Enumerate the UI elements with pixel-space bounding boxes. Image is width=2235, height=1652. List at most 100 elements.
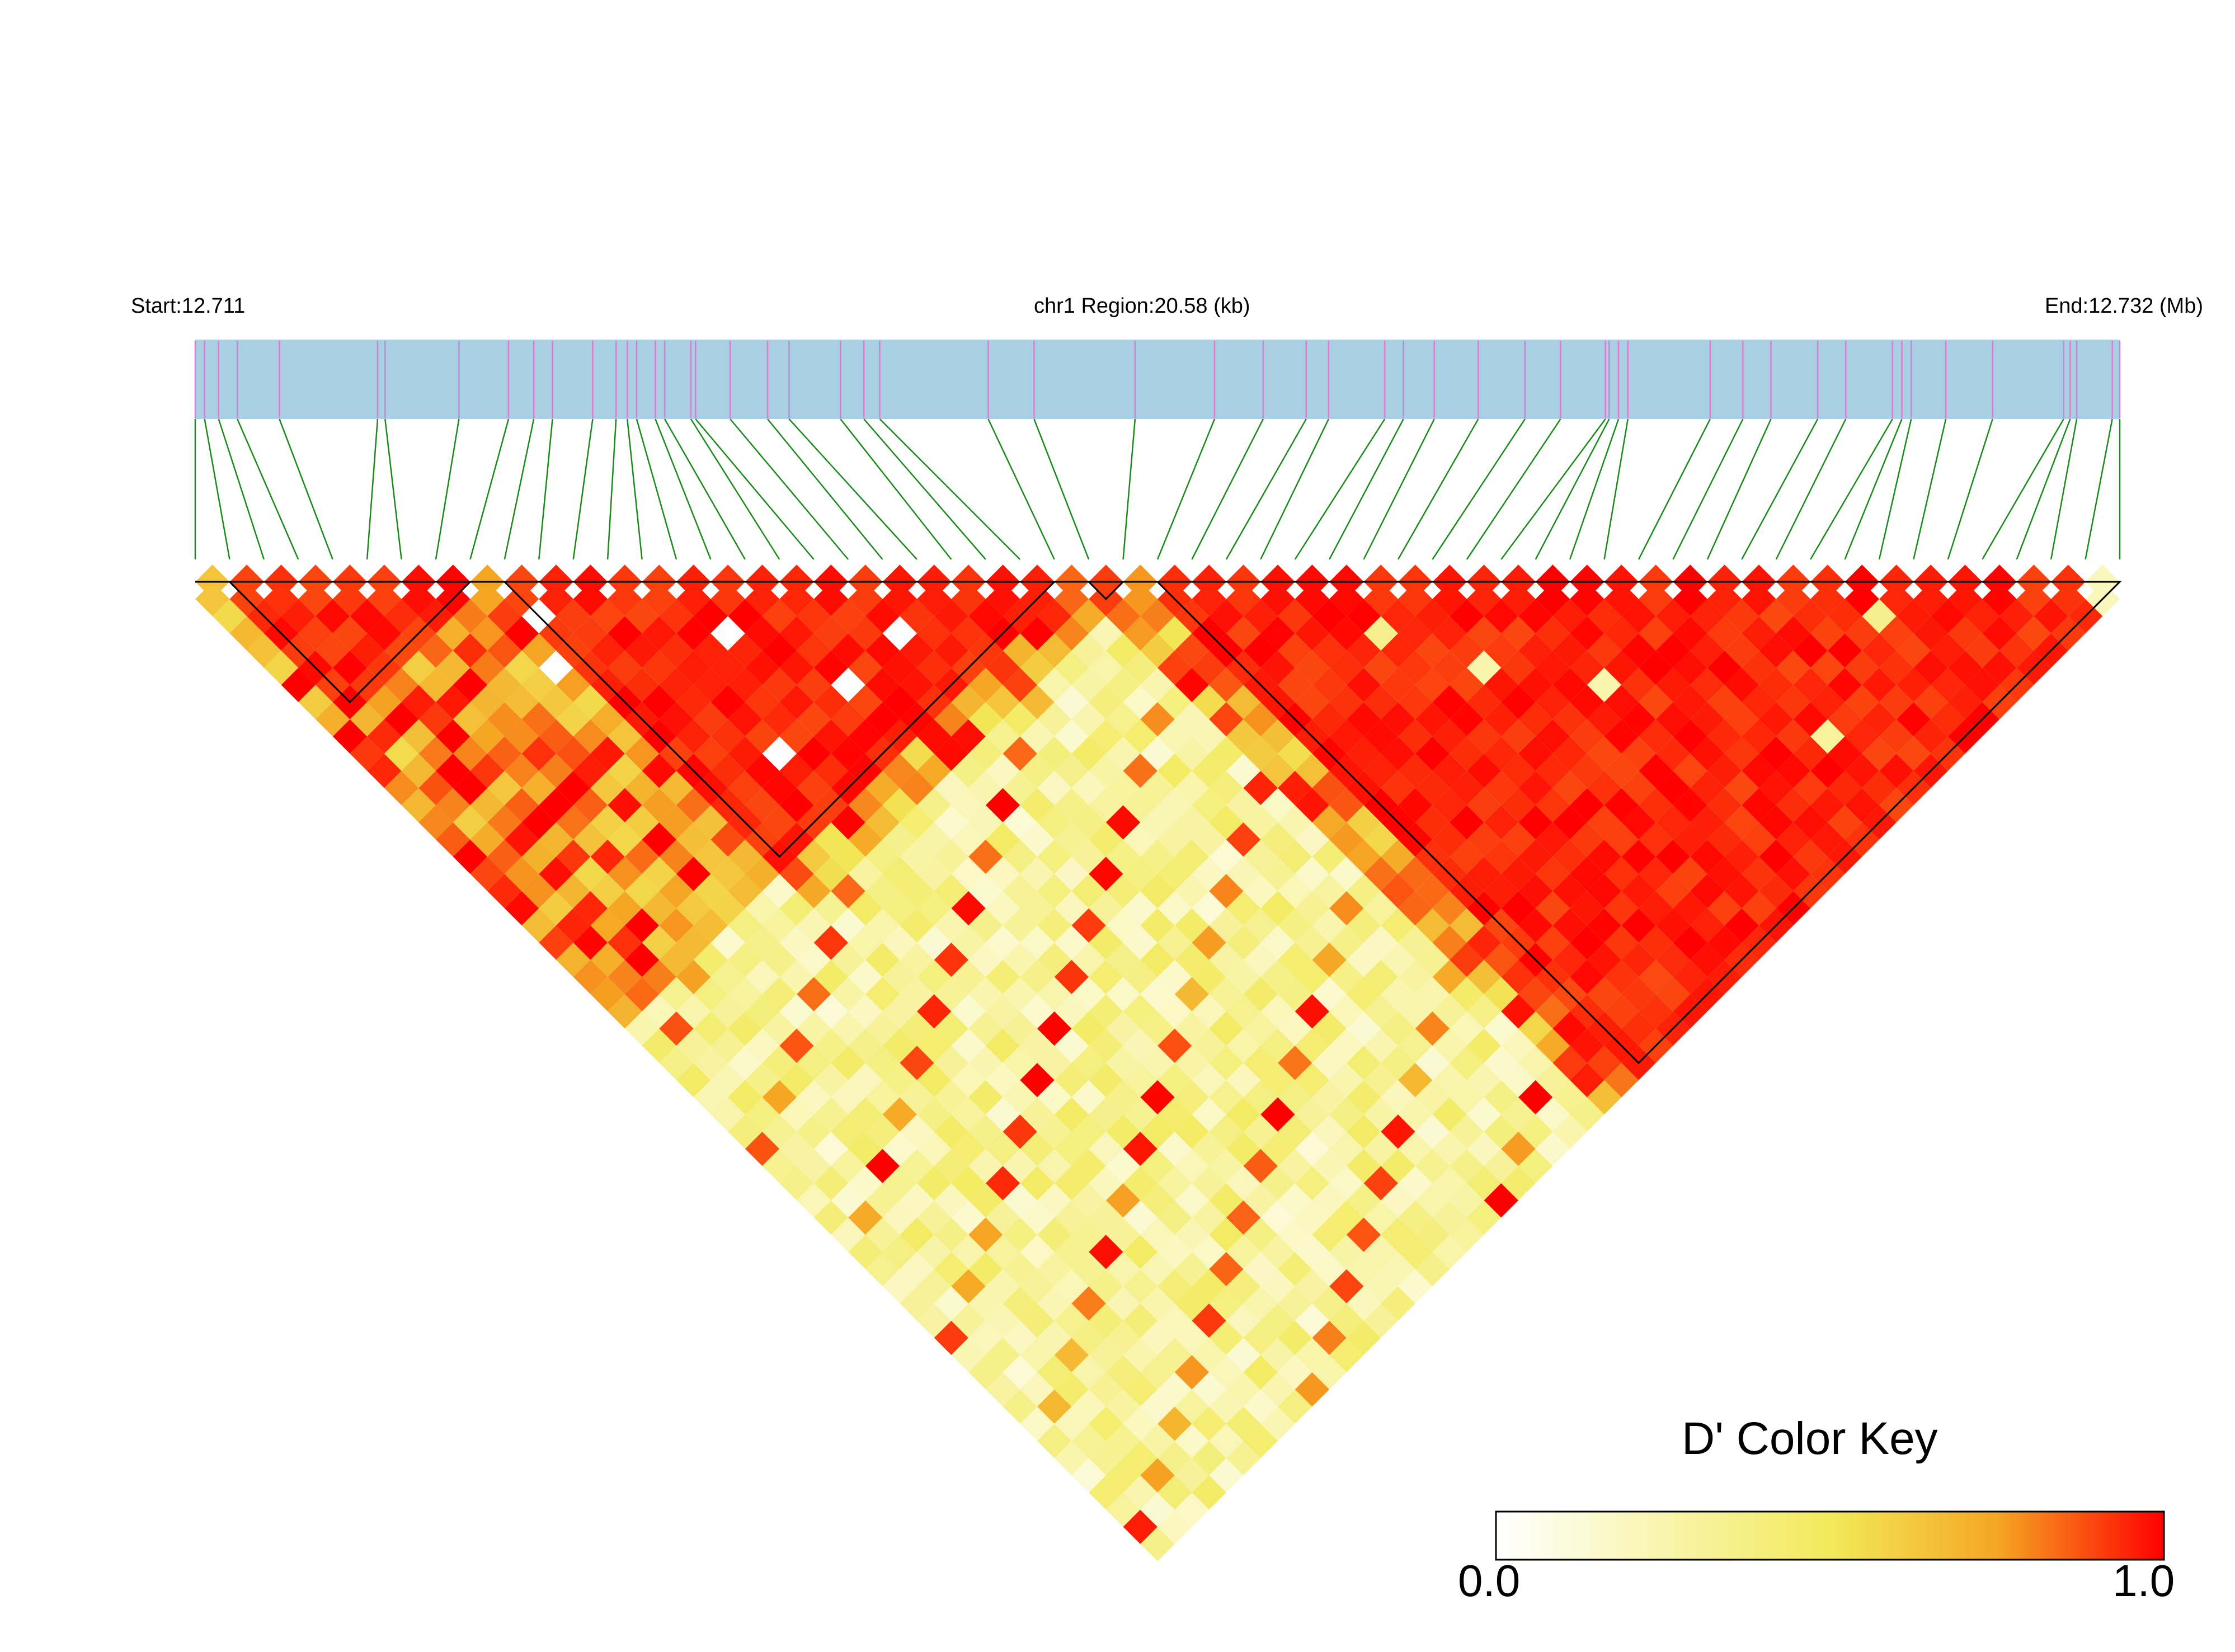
ld-cell: [1158, 1028, 1192, 1063]
ld-cell: [1226, 822, 1261, 857]
ld-cell: [813, 1166, 849, 1201]
ld-cell: [1278, 1389, 1312, 1424]
ld-cell: [848, 1131, 883, 1166]
ld-cell: [848, 1200, 883, 1235]
ld-cell: [573, 719, 608, 754]
snp-connector: [655, 418, 712, 560]
ld-cell: [968, 1217, 1003, 1252]
ld-cell: [1466, 719, 1502, 754]
ld-cell: [693, 667, 728, 702]
ld-cell: [1398, 856, 1433, 891]
snp-connector: [1810, 418, 1893, 560]
snp-connector: [1844, 418, 1903, 560]
ld-cell: [848, 650, 883, 685]
ld-cell: [1003, 1389, 1037, 1424]
ld-cell: [1346, 977, 1381, 1011]
ld-cell: [1020, 1338, 1055, 1372]
snp-connector: [1260, 418, 1330, 560]
ld-cell: [1158, 1200, 1192, 1235]
ld-cell: [1278, 633, 1312, 668]
ld-cell: [1398, 994, 1433, 1029]
ld-cell: [401, 754, 436, 788]
ld-cell: [1123, 1338, 1158, 1372]
ld-cell: [1020, 1372, 1055, 1407]
ld-cell: [1123, 1303, 1158, 1338]
ld-cell: [813, 754, 849, 788]
ld-cell: [1123, 1131, 1158, 1166]
ld-cell: [1466, 650, 1502, 685]
ld-cell: [332, 582, 368, 616]
ld-cell: [900, 805, 934, 840]
snp-connector: [730, 418, 849, 560]
ld-cell: [1278, 1149, 1312, 1183]
ld-cell: [1003, 977, 1037, 1011]
ld-cell: [693, 702, 728, 737]
ld-cell: [1226, 1235, 1261, 1269]
ld-cell: [487, 770, 522, 806]
ld-cell: [1879, 650, 1914, 685]
ld-cell: [1278, 943, 1312, 977]
ld-cell: [418, 805, 453, 840]
ld-cell: [1089, 856, 1123, 891]
ld-cell: [1089, 891, 1123, 926]
ld-cell: [1003, 736, 1037, 771]
ld-cell: [1158, 1372, 1192, 1407]
snp-connector: [863, 418, 986, 560]
ld-cell: [504, 891, 539, 926]
ld-cell: [195, 582, 230, 616]
ld-cell: [1123, 1475, 1158, 1510]
ld-cell: [1518, 770, 1553, 806]
ld-cell: [1346, 943, 1381, 977]
ld-cell: [1707, 685, 1742, 719]
ld-cell: [1089, 616, 1123, 651]
ld-cell: [1346, 1114, 1381, 1149]
ld-cell: [1226, 1200, 1261, 1235]
ld-cell: [1278, 908, 1312, 943]
ld-cell: [1089, 1063, 1123, 1098]
ld-cell: [436, 822, 470, 857]
ld-cell: [1466, 754, 1502, 788]
ld-cell: [1226, 754, 1261, 788]
ld-cell: [968, 839, 1003, 874]
ld-cell: [1947, 650, 1983, 685]
ld-cell: [728, 770, 763, 806]
ld-cell: [316, 599, 350, 634]
ld-cell: [1827, 736, 1862, 771]
snp-connector: [1156, 418, 1216, 560]
ld-cell: [1003, 1286, 1037, 1321]
ld-cell: [882, 788, 917, 822]
ld-cell: [1845, 685, 1879, 719]
ld-cell: [1123, 1269, 1158, 1303]
ld-cell: [1158, 856, 1192, 891]
ld-cell: [1398, 1166, 1433, 1201]
ld-cell: [762, 908, 797, 943]
ld-cell: [1793, 805, 1828, 840]
ld-cell: [693, 943, 728, 977]
ld-cell: [1501, 685, 1536, 719]
ld-cell: [968, 1011, 1003, 1046]
ld-cell: [900, 1286, 934, 1321]
ld-cell: [453, 839, 488, 874]
ld-cell: [934, 1114, 969, 1149]
ld-cell: [1827, 599, 1862, 634]
ld-cell: [1054, 1200, 1089, 1235]
ld-cell: [1003, 1149, 1037, 1183]
ld-cell: [1226, 891, 1261, 926]
ld-cell: [1054, 1235, 1089, 1269]
ld-cell: [1398, 1235, 1433, 1269]
ld-cell: [728, 943, 763, 977]
snp-connector: [1500, 418, 1606, 560]
snp-connector: [987, 418, 1055, 560]
ld-cell: [1639, 925, 1673, 960]
ld-cell: [728, 1080, 763, 1115]
ld-cell: [1707, 788, 1742, 822]
ld-cell: [728, 977, 763, 1011]
ld-cell: [1587, 977, 1622, 1011]
ld-cell: [1226, 1441, 1261, 1476]
snp-connector: [218, 418, 265, 560]
ld-cell: [1278, 1183, 1312, 1218]
ld-cell: [848, 891, 883, 926]
ld-cell: [693, 908, 728, 943]
ld-cell: [1054, 856, 1089, 891]
ld-cell: [573, 788, 608, 822]
